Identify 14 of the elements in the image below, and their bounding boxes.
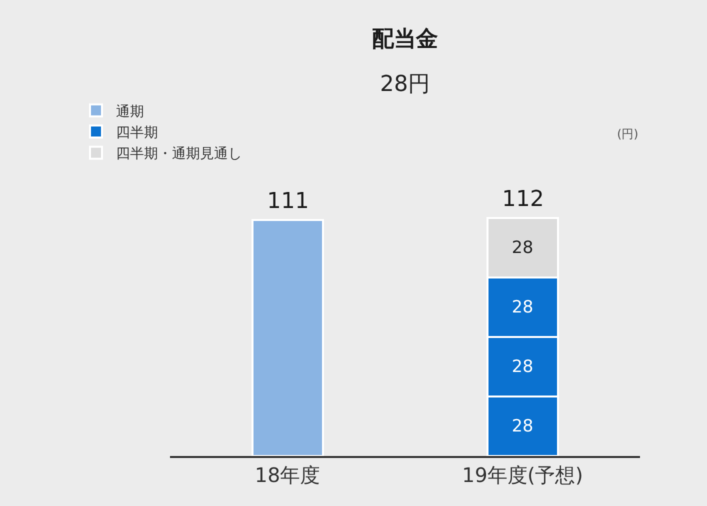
- chart-title: 配当金: [372, 27, 438, 52]
- chart-subtitle: 28円: [380, 72, 430, 97]
- data-label: 28: [512, 416, 534, 436]
- data-label: 28: [512, 297, 534, 318]
- text: (円): [617, 127, 638, 141]
- total-label: 112: [502, 187, 544, 212]
- legend-label: 通期: [116, 104, 144, 120]
- x-tick-label: 18年度: [254, 462, 320, 487]
- total-label: 111: [267, 189, 309, 214]
- legend-label: 四半期・通期見通し: [116, 146, 242, 162]
- legend-label: 四半期: [116, 125, 158, 141]
- data-label: 28: [512, 356, 534, 377]
- x-tick-label: 19年度(予想): [462, 462, 584, 487]
- data-label: 28: [512, 238, 534, 258]
